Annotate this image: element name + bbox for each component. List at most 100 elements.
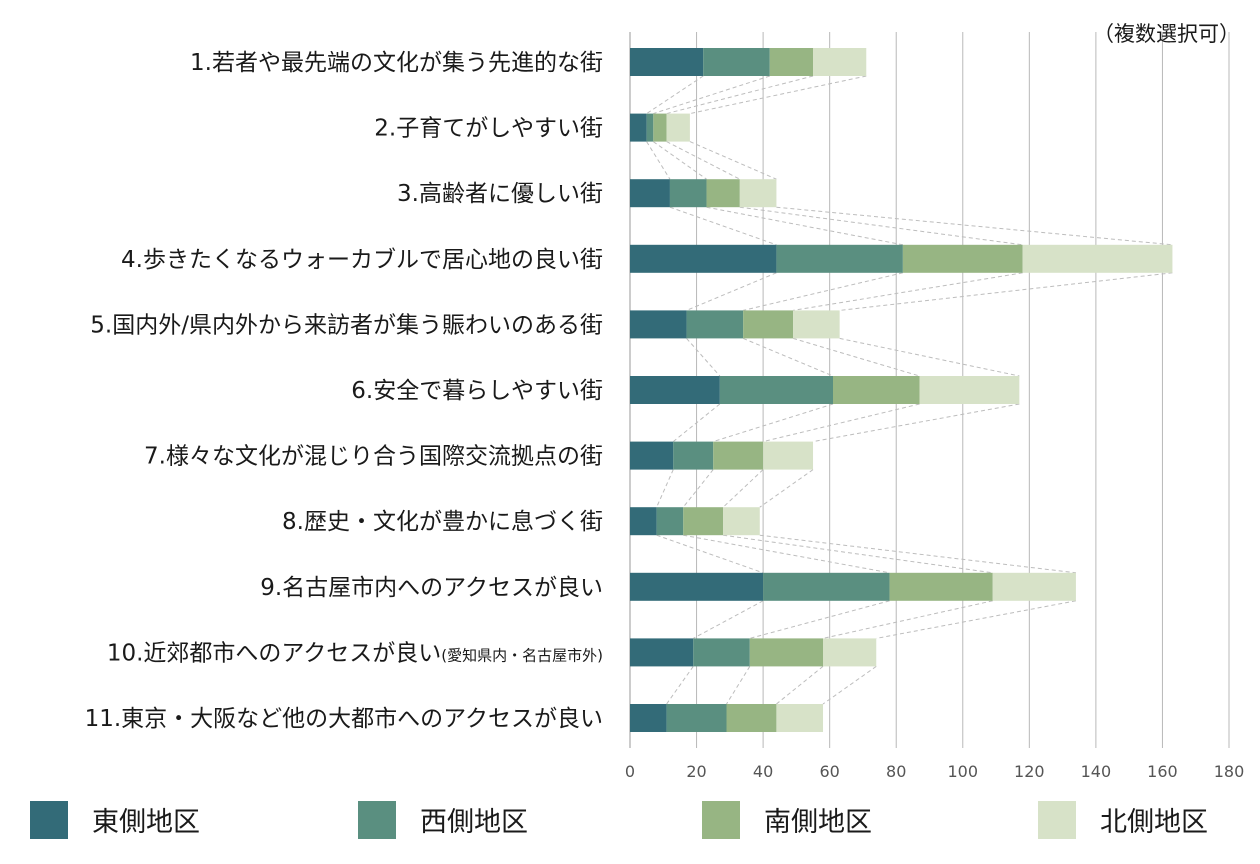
connector-line — [706, 206, 903, 246]
bar-segment — [683, 507, 724, 536]
bars — [630, 48, 1173, 732]
bar-segment — [686, 310, 744, 339]
category-labels: 1.若者や最先端の文化が集う先進的な街 2.子育てがしやすい街 3.高齢者に優しい街… — [85, 50, 603, 732]
bar-segment — [630, 310, 687, 339]
connector-line — [759, 469, 814, 508]
connector-line — [689, 141, 777, 180]
connector-line — [713, 403, 834, 443]
bar-segment — [832, 376, 920, 404]
connector-line — [686, 338, 721, 377]
x-tick-label: 180 — [1214, 762, 1245, 781]
connector-line — [722, 469, 764, 508]
bar-segment — [889, 572, 993, 601]
legend-label: 南側地区 — [764, 807, 872, 838]
legend-label: 西側地区 — [420, 807, 528, 838]
bar-segment — [669, 179, 707, 208]
connector-line — [646, 141, 671, 180]
x-tick-label: 120 — [1014, 762, 1045, 781]
legend-item-north: 北側地区 — [1038, 800, 1208, 839]
bar-segment — [646, 113, 654, 142]
category-label: 3.高齢者に優しい街 — [397, 181, 603, 207]
bar-segment — [630, 113, 647, 142]
connector-line — [692, 600, 764, 639]
bar-segment — [656, 507, 684, 536]
x-tick-label: 0 — [625, 762, 635, 781]
legend-label: 北側地区 — [1100, 807, 1208, 838]
bar-segment — [630, 638, 694, 667]
connector-line — [739, 206, 1023, 246]
x-tick-label: 40 — [753, 762, 773, 781]
bar-segment — [630, 179, 670, 208]
connector-line — [723, 534, 993, 574]
category-label: 4.歩きたくなるウォーカブルで居心地の良い街 — [121, 247, 603, 273]
bar-segment — [739, 179, 777, 208]
bar-segment — [1022, 244, 1173, 273]
bar-segment — [630, 441, 674, 470]
x-axis-ticks: 0 20 40 60 80 100 120 140 160 180 — [625, 762, 1244, 781]
bar-segment — [763, 441, 814, 470]
bar-segment — [653, 113, 667, 142]
bar-segment — [749, 638, 824, 667]
connector-line — [749, 600, 890, 639]
connector-line — [776, 206, 1173, 246]
bar-segment — [776, 704, 824, 732]
legend-swatch — [30, 800, 68, 839]
legend-item-west: 西側地区 — [358, 800, 528, 839]
connector-line — [759, 534, 1076, 574]
category-label: 11.東京・大阪など他の大都市へのアクセスが良い — [85, 706, 603, 732]
bar-segment — [902, 244, 1023, 273]
category-label: 10.近郊都市へのアクセスが良い(愛知県内・名古屋市外) — [107, 640, 603, 666]
connector-line — [742, 337, 834, 377]
connector-line — [686, 272, 777, 311]
connector-line — [653, 141, 707, 180]
connector-line — [666, 666, 694, 705]
connector-line — [672, 403, 721, 442]
chart-note: （複数選択可） — [1093, 22, 1240, 46]
bar-segment — [793, 310, 840, 339]
connector-line — [743, 272, 903, 311]
bar-segment — [693, 638, 750, 667]
bar-segment — [630, 244, 777, 273]
connector-line — [822, 665, 877, 705]
bar-segment — [743, 310, 794, 339]
category-label: 6.安全で暮らしやすい街 — [351, 378, 603, 404]
bar-segment — [703, 48, 770, 76]
legend-item-south: 南側地区 — [702, 800, 872, 839]
legend-swatch — [358, 800, 396, 839]
connector-line — [792, 272, 1023, 311]
connector-line — [839, 337, 1020, 377]
connector-lines — [646, 75, 1173, 705]
category-label-main: 10.近郊都市へのアクセスが良い — [107, 640, 441, 666]
connector-line — [776, 666, 824, 705]
connector-line — [646, 75, 704, 115]
bar-segment — [630, 376, 720, 404]
bar-segment — [666, 113, 690, 142]
category-label: 7.様々な文化が混じり合う国際交流拠点の街 — [144, 444, 603, 470]
bar-segment — [813, 48, 867, 76]
connector-line — [762, 403, 920, 443]
connector-line — [839, 272, 1173, 311]
connector-line — [726, 666, 751, 705]
x-tick-label: 140 — [1081, 762, 1112, 781]
bar-segment — [763, 572, 890, 601]
legend-swatch — [702, 800, 740, 839]
connector-line — [689, 75, 867, 115]
connector-line — [792, 337, 920, 377]
connector-line — [812, 403, 1020, 443]
category-label-suffix: (愛知県内・名古屋市外) — [441, 646, 603, 664]
x-tick-label: 100 — [948, 762, 979, 781]
x-tick-label: 80 — [886, 762, 906, 781]
connector-line — [669, 206, 777, 246]
legend: 東側地区 西側地区 南側地区 北側地区 — [0, 792, 1260, 852]
bar-segment — [706, 179, 740, 208]
x-tick-label: 20 — [686, 762, 706, 781]
bar-segment — [673, 441, 714, 470]
bar-segment — [992, 572, 1076, 601]
category-label: 9.名古屋市内へのアクセスが良い — [260, 575, 603, 601]
bar-segment — [713, 441, 764, 470]
bar-segment — [919, 376, 1020, 404]
legend-swatch — [1038, 800, 1076, 839]
x-tick-label: 160 — [1147, 762, 1178, 781]
bar-segment — [630, 572, 764, 601]
connector-line — [822, 600, 993, 639]
